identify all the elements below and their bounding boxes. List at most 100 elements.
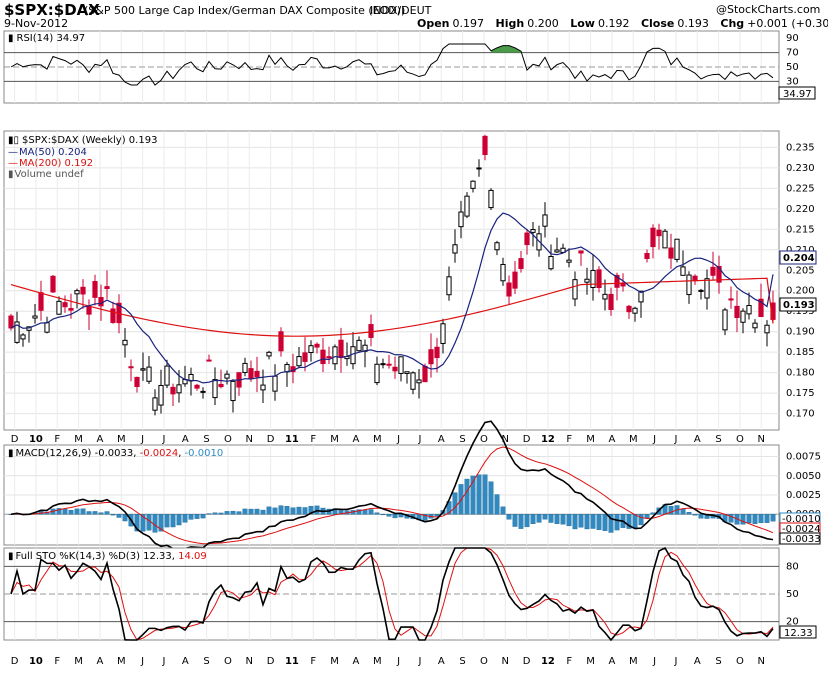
candle-body <box>338 339 344 359</box>
macd-histogram-bar <box>494 494 500 515</box>
x-tick-top: M <box>586 434 595 445</box>
x-tick-top: A <box>694 434 701 445</box>
candle <box>8 313 14 331</box>
macd-legend: ▮ MACD(12,26,9) -0.0033, -0.0024, -0.0010 <box>8 448 223 459</box>
macd-histogram-bar <box>176 514 182 526</box>
sto-panel: ▮ Full STO %K(14,3) %D(3) 12.33, 14.09 80… <box>3 546 817 642</box>
ma200-line <box>10 277 774 337</box>
candle <box>446 266 452 301</box>
candle <box>428 333 434 378</box>
candle-body <box>428 349 434 365</box>
macd-histogram-bar <box>362 509 368 515</box>
ma200-legend: —MA(200) 0.192 <box>8 158 93 169</box>
macd-signal-line <box>10 446 774 545</box>
candle-body <box>638 290 644 303</box>
price-tick: 0.215 <box>786 224 815 235</box>
x-tick-bottom: A <box>694 656 701 667</box>
candle <box>578 250 584 266</box>
candle-body <box>224 373 230 379</box>
macd-histogram-bar <box>206 513 212 515</box>
candle <box>518 251 524 273</box>
candle-body <box>686 274 692 296</box>
candle <box>668 233 674 269</box>
candle-body <box>662 230 668 249</box>
candle-body <box>152 397 158 411</box>
sto-last-label: 12.33 <box>784 628 813 639</box>
candle <box>506 275 512 305</box>
candle <box>302 337 308 372</box>
candle-body <box>674 238 680 260</box>
candle-body <box>656 229 662 237</box>
macd-last-label: -0.0033 <box>782 534 821 545</box>
candle-body <box>566 259 572 263</box>
candle-body <box>512 271 518 289</box>
macd-histogram-bar <box>272 507 278 515</box>
candle-body <box>596 269 602 289</box>
candle-body <box>38 292 44 311</box>
candle-body <box>608 293 614 310</box>
candle-body <box>86 306 92 315</box>
x-tick-bottom: D <box>267 656 275 667</box>
ohlc-readout: Open 0.197 High 0.200 Low 0.192 Close 0.193 … <box>417 17 828 30</box>
x-tick-bottom: S <box>715 656 721 667</box>
macd-hist-label: -0.0010 <box>782 514 821 525</box>
candle <box>584 267 590 295</box>
macd-panel: ▮ MACD(12,26,9) -0.0033, -0.0024, -0.0010… <box>3 420 821 550</box>
ticker-symbol: $SPX:$DAX <box>4 1 100 19</box>
candle-body <box>242 362 248 373</box>
candle <box>62 295 68 313</box>
x-tick-bottom: N <box>246 656 253 667</box>
macd-histogram-bar <box>140 514 146 532</box>
macd-line <box>10 420 774 550</box>
candle-body <box>380 363 386 366</box>
x-tick-bottom: 10 <box>29 656 43 667</box>
candle-body <box>332 346 338 365</box>
macd-histogram-bar <box>560 514 566 525</box>
x-tick-top: D <box>267 434 275 445</box>
macd-histogram-bar <box>554 514 560 524</box>
candle <box>434 337 440 373</box>
candle <box>590 254 596 301</box>
candle <box>704 269 710 310</box>
exchange-label: INDX/DEUT <box>370 4 432 17</box>
candle <box>128 359 134 382</box>
macd-histogram-bar <box>434 514 440 517</box>
macd-histogram-bar <box>542 514 548 520</box>
candle-body <box>296 356 302 367</box>
candle <box>356 336 362 352</box>
macd-histogram-bar <box>254 508 260 515</box>
candle <box>224 370 230 385</box>
candle-body <box>458 211 464 228</box>
candle-body <box>422 365 428 383</box>
candle-body <box>728 298 734 301</box>
candle-body <box>440 323 446 344</box>
candle <box>644 249 650 263</box>
candle-body <box>272 375 278 392</box>
macd-histogram-bar <box>392 514 398 519</box>
macd-histogram-bar <box>212 512 218 515</box>
macd-histogram-bar <box>296 506 302 515</box>
candle <box>752 319 758 333</box>
candle-body <box>680 266 686 276</box>
x-tick-top: A <box>97 434 104 445</box>
candle-body <box>50 275 56 293</box>
x-tick-top: S <box>203 434 209 445</box>
ma200-legend-icon: — <box>8 158 18 169</box>
x-tick-bottom: A <box>182 656 189 667</box>
candle-body <box>92 281 98 298</box>
candle <box>566 248 572 268</box>
x-tick-top: A <box>438 434 445 445</box>
x-tick-bottom: 11 <box>285 656 299 667</box>
x-tick-top: O <box>224 434 232 445</box>
candle-body <box>110 308 116 323</box>
macd-histogram-bar <box>464 478 470 515</box>
candle <box>296 346 302 368</box>
candle <box>56 296 62 315</box>
sto-tick: 80 <box>786 561 799 572</box>
macd-histogram-bar <box>692 514 698 516</box>
candle <box>206 354 212 362</box>
macd-histogram-bar <box>224 511 230 515</box>
price-tick: 0.190 <box>786 327 815 338</box>
candle-body <box>68 308 74 311</box>
x-tick-top: 10 <box>29 434 43 445</box>
